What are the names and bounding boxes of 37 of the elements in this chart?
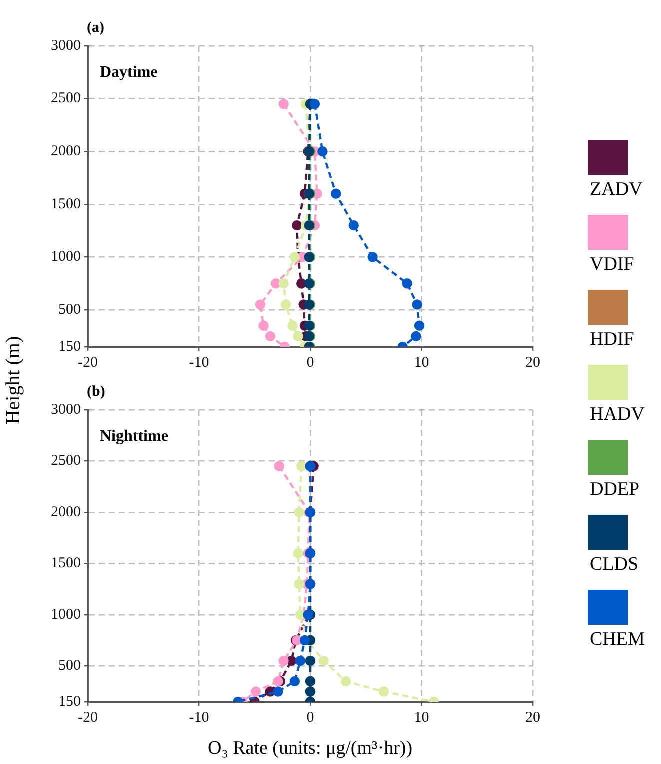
annotation: Daytime: [100, 64, 158, 82]
x-tick-label: 0: [306, 354, 314, 371]
legend-label: ZADV: [590, 179, 644, 201]
legend-label: VDIF: [590, 254, 636, 276]
x-tick-label: -20: [78, 354, 98, 371]
y-tick-label: 1000: [51, 249, 81, 266]
y-tick-label: 2500: [51, 90, 81, 107]
legend-label: DDEP: [590, 479, 641, 501]
y-tick-label: 150: [58, 338, 81, 355]
x-tick-label: 10: [414, 710, 430, 726]
y-tick-label: 1500: [51, 196, 81, 212]
x-tick-label: 20: [526, 710, 540, 726]
y-tick-label: 2500: [51, 453, 81, 470]
chart-title: (a): [87, 20, 104, 37]
annotation: Nighttime: [100, 428, 168, 446]
y-axis-title: Height (m): [2, 336, 26, 424]
chart-title: (b): [87, 384, 106, 401]
y-tick-label: 500: [58, 302, 81, 318]
y-tick-label: 2000: [51, 144, 81, 160]
x-tick-label: -20: [78, 710, 98, 726]
y-tick-label: 3000: [51, 38, 81, 54]
y-tick-label: 500: [58, 658, 81, 674]
x-tick-label: -10: [189, 354, 210, 371]
x-tick-label: -10: [189, 710, 210, 726]
y-tick-label: 150: [58, 694, 81, 710]
x-tick-label: 20: [526, 354, 540, 371]
legend-label: CLDS: [590, 554, 640, 576]
y-tick-label: 1000: [51, 606, 81, 623]
legend-label: HDIF: [590, 329, 636, 351]
y-tick-label: 2000: [51, 504, 81, 520]
y-tick-label: 3000: [51, 402, 81, 418]
x-axis-title: O₃ Rate (units: μg/(m³·hr)): [208, 738, 413, 760]
legend-label: CHEM: [590, 629, 645, 651]
x-tick-label: 10: [414, 354, 430, 371]
y-tick-label: 1500: [51, 556, 81, 572]
x-tick-label: 0: [306, 710, 314, 726]
legend-label: HADV: [590, 404, 645, 426]
